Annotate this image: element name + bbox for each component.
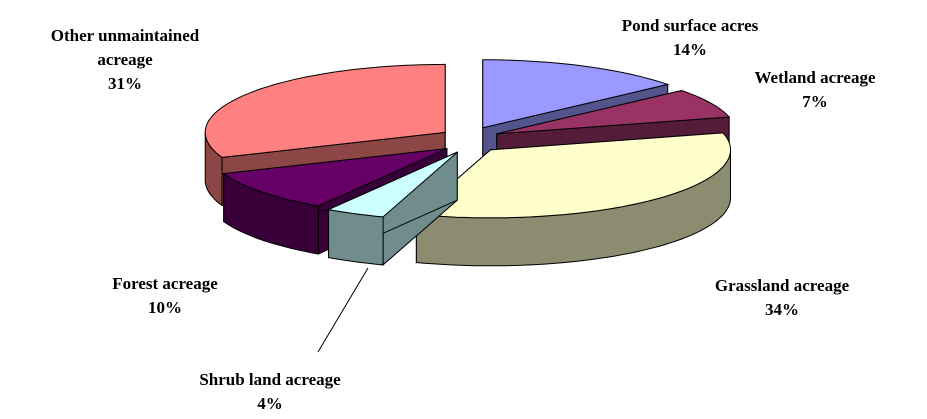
slice-top <box>222 148 448 207</box>
category-label: Forest acreage <box>112 274 218 293</box>
slice-top <box>326 151 458 218</box>
value-label: 14% <box>673 40 707 59</box>
slice <box>326 151 458 266</box>
slice-top <box>204 63 446 158</box>
value-label: 10% <box>148 298 182 317</box>
value-label: 34% <box>765 300 799 319</box>
category-label: Shrub land acreage <box>199 370 341 389</box>
slice-side <box>328 209 384 266</box>
slice-label: Shrub land acreage 4% <box>150 368 390 416</box>
value-label: 31% <box>108 74 142 93</box>
slice-top <box>415 132 731 219</box>
value-label: 7% <box>802 92 828 111</box>
slice-label: Grassland acreage 34% <box>672 274 892 322</box>
slices <box>204 59 731 267</box>
slice-top <box>496 89 731 135</box>
category-label: Pond surface acres <box>621 16 759 35</box>
category-label: Grassland acreage <box>714 276 850 295</box>
leader-line <box>317 267 369 353</box>
slice-label: Forest acreage 10% <box>65 272 265 320</box>
category-label: Other unmaintained acreage <box>50 26 200 69</box>
slice-label: Wetland acreage 7% <box>715 66 915 114</box>
slice-label: Other unmaintained acreage 31% <box>25 24 225 96</box>
category-label: Wetland acreage <box>754 68 876 87</box>
slice <box>415 132 731 267</box>
value-label: 4% <box>257 394 283 413</box>
slice-label: Pond surface acres 14% <box>590 14 790 62</box>
slice-top <box>482 59 670 129</box>
